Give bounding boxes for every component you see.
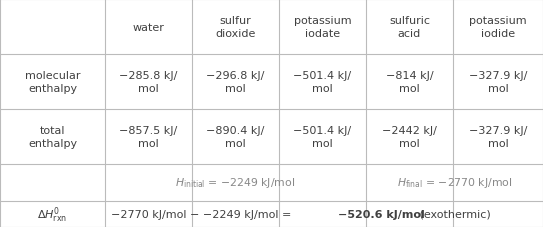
Text: $H_{\mathrm{initial}}$ = −2249 kJ/mol: $H_{\mathrm{initial}}$ = −2249 kJ/mol <box>175 176 295 190</box>
Text: (exothermic): (exothermic) <box>416 209 491 219</box>
Text: −520.6 kJ/mol: −520.6 kJ/mol <box>338 209 425 219</box>
Text: −2442 kJ/
mol: −2442 kJ/ mol <box>382 126 437 148</box>
Text: −501.4 kJ/
mol: −501.4 kJ/ mol <box>293 126 351 148</box>
Text: molecular
enthalpy: molecular enthalpy <box>25 71 80 93</box>
Text: sulfuric
acid: sulfuric acid <box>389 16 430 39</box>
Text: −296.8 kJ/
mol: −296.8 kJ/ mol <box>206 71 264 93</box>
Text: potassium
iodide: potassium iodide <box>469 16 527 39</box>
Text: $\Delta H^0_{\mathrm{rxn}}$: $\Delta H^0_{\mathrm{rxn}}$ <box>37 204 67 224</box>
Text: −2770 kJ/mol − −2249 kJ/mol =: −2770 kJ/mol − −2249 kJ/mol = <box>111 209 295 219</box>
Text: potassium
iodate: potassium iodate <box>294 16 351 39</box>
Text: −890.4 kJ/
mol: −890.4 kJ/ mol <box>206 126 264 148</box>
Text: −857.5 kJ/
mol: −857.5 kJ/ mol <box>119 126 178 148</box>
Text: −501.4 kJ/
mol: −501.4 kJ/ mol <box>293 71 351 93</box>
Text: −285.8 kJ/
mol: −285.8 kJ/ mol <box>119 71 178 93</box>
Text: total
enthalpy: total enthalpy <box>28 126 77 148</box>
Text: $H_{\mathrm{final}}$ = −2770 kJ/mol: $H_{\mathrm{final}}$ = −2770 kJ/mol <box>397 176 512 190</box>
Text: −327.9 kJ/
mol: −327.9 kJ/ mol <box>469 126 527 148</box>
Text: −814 kJ/
mol: −814 kJ/ mol <box>386 71 433 93</box>
Text: −327.9 kJ/
mol: −327.9 kJ/ mol <box>469 71 527 93</box>
Text: water: water <box>132 22 165 32</box>
Text: sulfur
dioxide: sulfur dioxide <box>216 16 256 39</box>
